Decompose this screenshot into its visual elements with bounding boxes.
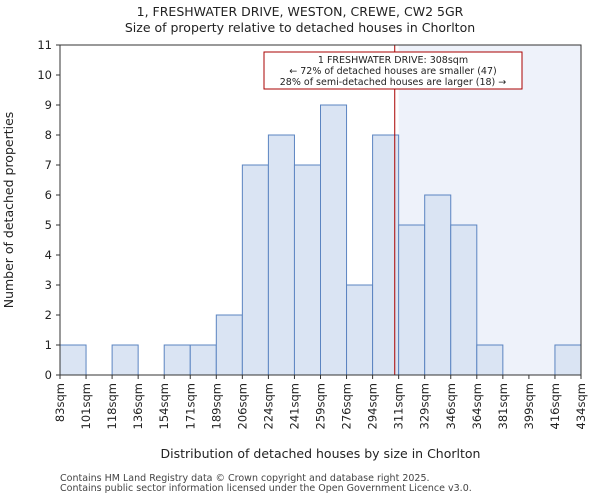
bar-416sqm: [554, 344, 582, 376]
x-tick-label: 329sqm: [418, 383, 432, 429]
y-tick-label: 0: [45, 368, 52, 382]
footer-licence: Contains public sector information licen…: [60, 483, 472, 494]
x-tick-label: 276sqm: [340, 383, 354, 429]
y-tick-label: 10: [37, 68, 52, 82]
y-tick-label: 5: [45, 218, 52, 232]
bar-329sqm: [424, 194, 452, 376]
y-tick-label: 7: [45, 158, 52, 172]
x-axis-label: Distribution of detached houses by size …: [161, 446, 481, 461]
x-tick-label: 189sqm: [209, 383, 223, 429]
x-tick-label: 136sqm: [131, 383, 145, 429]
x-tick-label: 259sqm: [314, 383, 328, 429]
bar-346sqm: [450, 224, 478, 376]
y-tick-label: 9: [45, 98, 52, 112]
x-tick-label: 434sqm: [574, 383, 588, 429]
x-tick-label: 101sqm: [79, 383, 93, 429]
x-tick-label: 294sqm: [366, 383, 380, 429]
bar-83sqm: [59, 344, 87, 376]
y-tick-label: 4: [45, 248, 52, 262]
y-tick-label: 2: [45, 308, 52, 322]
x-tick-label: 171sqm: [183, 383, 197, 429]
x-tick-label: 118sqm: [105, 383, 119, 429]
bar-224sqm: [267, 134, 295, 376]
x-tick-label: 83sqm: [53, 383, 67, 422]
bar-154sqm: [163, 344, 191, 376]
bar-171sqm: [189, 344, 217, 376]
x-tick-label: 346sqm: [444, 383, 458, 429]
x-tick-label: 381sqm: [496, 383, 510, 429]
bar-206sqm: [241, 164, 269, 376]
bar-311sqm: [398, 224, 426, 376]
x-tick-label: 399sqm: [522, 383, 536, 429]
x-tick-label: 154sqm: [157, 383, 171, 429]
x-tick-label: 206sqm: [235, 383, 249, 429]
annotation-property: 1 FRESHWATER DRIVE: 308sqm: [318, 55, 468, 66]
bar-259sqm: [320, 104, 348, 376]
annotation-larger: 28% of semi-detached houses are larger (…: [280, 77, 507, 88]
y-tick-label: 6: [45, 188, 52, 202]
bar-189sqm: [215, 314, 243, 376]
x-tick-label: 416sqm: [548, 383, 562, 429]
x-tick-label: 364sqm: [470, 383, 484, 429]
footer-land-registry: Contains HM Land Registry data © Crown c…: [60, 473, 430, 484]
y-tick-label: 11: [37, 38, 52, 52]
x-tick-label: 311sqm: [392, 383, 406, 429]
annotation-box: [263, 51, 523, 90]
y-tick-label: 8: [45, 128, 52, 142]
x-tick-label: 224sqm: [261, 383, 275, 429]
y-tick-label: 1: [45, 338, 52, 352]
bar-364sqm: [476, 344, 504, 376]
y-tick-label: 3: [45, 278, 52, 292]
bar-276sqm: [346, 284, 374, 376]
y-axis-label: Number of detached properties: [1, 112, 16, 309]
chart-subtitle: Size of property relative to detached ho…: [125, 20, 475, 35]
bar-241sqm: [293, 164, 322, 376]
x-tick-label: 241sqm: [287, 383, 301, 429]
bar-118sqm: [111, 344, 139, 376]
annotation-smaller: ← 72% of detached houses are smaller (47…: [289, 66, 496, 77]
chart-title: 1, FRESHWATER DRIVE, WESTON, CREWE, CW2 …: [137, 4, 464, 19]
